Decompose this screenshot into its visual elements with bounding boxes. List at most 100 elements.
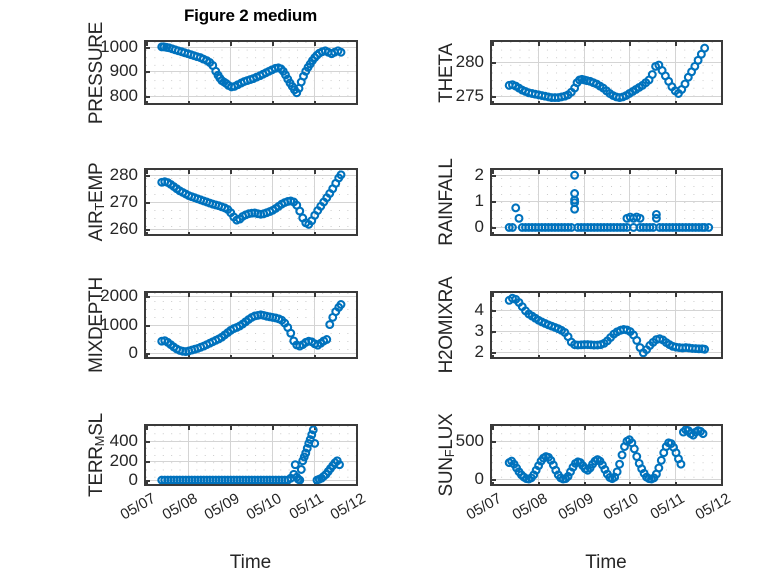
data-point <box>295 206 305 216</box>
data-point <box>647 70 657 79</box>
gridline-h <box>146 296 356 297</box>
y-tick-label-h2omixra: 4 <box>474 299 484 319</box>
data-point <box>654 463 664 473</box>
gridline-h <box>146 229 356 230</box>
y-tick-mark <box>146 353 150 355</box>
x-tick-mark <box>629 101 631 103</box>
gridline-v <box>675 293 676 357</box>
y-tick-label-terr_msl: 0 <box>128 470 138 490</box>
x-tick-mark <box>584 293 586 297</box>
x-axis-label-right: Time <box>585 552 627 573</box>
x-tick-mark <box>314 355 316 357</box>
x-tick-mark <box>584 170 586 174</box>
x-tick-label: 05/07 <box>463 490 505 524</box>
x-tick-mark <box>675 232 677 234</box>
axes-pressure <box>144 40 358 105</box>
data-point <box>504 223 514 232</box>
y-tick-mark <box>146 175 150 177</box>
x-tick-mark <box>272 170 274 174</box>
x-tick-mark <box>492 170 494 174</box>
data-point <box>511 203 521 213</box>
y-tick-mark <box>492 352 496 354</box>
y-tick-label-h2omixra: 3 <box>474 320 484 340</box>
data-point <box>651 213 661 223</box>
x-tick-mark <box>538 293 540 297</box>
data-point <box>651 209 661 219</box>
gridline-h <box>492 310 721 311</box>
gridline-v <box>675 426 676 484</box>
x-tick-mark <box>584 355 586 357</box>
x-tick-mark <box>675 101 677 103</box>
y-axis-label-subscript: F <box>442 449 457 458</box>
data-point <box>632 452 642 461</box>
data-point <box>570 204 580 214</box>
x-tick-mark <box>230 293 232 297</box>
data-point <box>286 328 296 338</box>
y-tick-label-h2omixra: 2 <box>474 341 484 361</box>
x-tick-mark <box>146 232 148 234</box>
gridline-h <box>492 201 721 202</box>
x-tick-mark <box>538 42 540 46</box>
x-tick-label: 05/08 <box>509 490 551 524</box>
data-point <box>325 320 335 330</box>
gridline-v <box>675 170 676 234</box>
y-tick-mark <box>146 461 150 463</box>
gridline-v <box>584 426 585 484</box>
x-tick-mark <box>675 170 677 174</box>
x-tick-mark <box>538 170 540 174</box>
y-tick-label-terr_msl: 400 <box>109 431 138 451</box>
x-tick-mark <box>538 101 540 103</box>
x-tick-mark <box>584 232 586 234</box>
gridline-h <box>146 325 356 326</box>
y-tick-label-air_temp: 260 <box>109 218 138 238</box>
gridline-h <box>146 202 356 203</box>
gridline-h <box>146 47 356 48</box>
data-point <box>290 460 300 470</box>
x-tick-mark <box>492 482 494 484</box>
data-point <box>617 450 627 460</box>
x-tick-label: 05/09 <box>555 490 597 524</box>
y-tick-mark <box>146 480 150 482</box>
data-point <box>308 426 318 435</box>
x-tick-mark <box>314 101 316 103</box>
x-tick-mark <box>492 293 494 297</box>
gridline-v <box>629 293 630 357</box>
data-point <box>508 223 517 232</box>
x-tick-mark <box>314 232 316 234</box>
data-point <box>295 475 305 484</box>
y-tick-label-mixdepth: 0 <box>128 343 138 363</box>
x-tick-mark <box>675 482 677 484</box>
x-tick-mark <box>146 293 148 297</box>
y-tick-mark <box>492 96 496 98</box>
data-point <box>514 213 524 223</box>
data-point <box>322 335 332 344</box>
gridline-v <box>584 293 585 357</box>
axes-theta <box>490 40 723 105</box>
y-tick-mark <box>492 201 496 203</box>
x-tick-mark <box>230 426 232 430</box>
data-point <box>296 465 306 474</box>
y-tick-mark <box>146 441 150 443</box>
x-tick-mark <box>721 482 723 486</box>
x-tick-mark <box>314 170 316 174</box>
x-tick-mark <box>188 355 190 357</box>
y-tick-label-air_temp: 280 <box>109 165 138 185</box>
x-tick-mark <box>629 355 631 357</box>
axes-mixdepth <box>144 291 358 359</box>
x-tick-mark <box>188 426 190 430</box>
data-point <box>629 444 639 454</box>
y-tick-mark <box>146 71 150 73</box>
gridline-h <box>146 175 356 176</box>
x-tick-mark <box>675 426 677 430</box>
x-tick-mark <box>146 482 148 484</box>
data-point <box>310 438 320 448</box>
x-tick-mark <box>188 232 190 234</box>
data-point <box>336 170 346 180</box>
x-tick-mark <box>230 170 232 174</box>
gridline-v <box>629 170 630 234</box>
gridline-v <box>314 426 315 484</box>
